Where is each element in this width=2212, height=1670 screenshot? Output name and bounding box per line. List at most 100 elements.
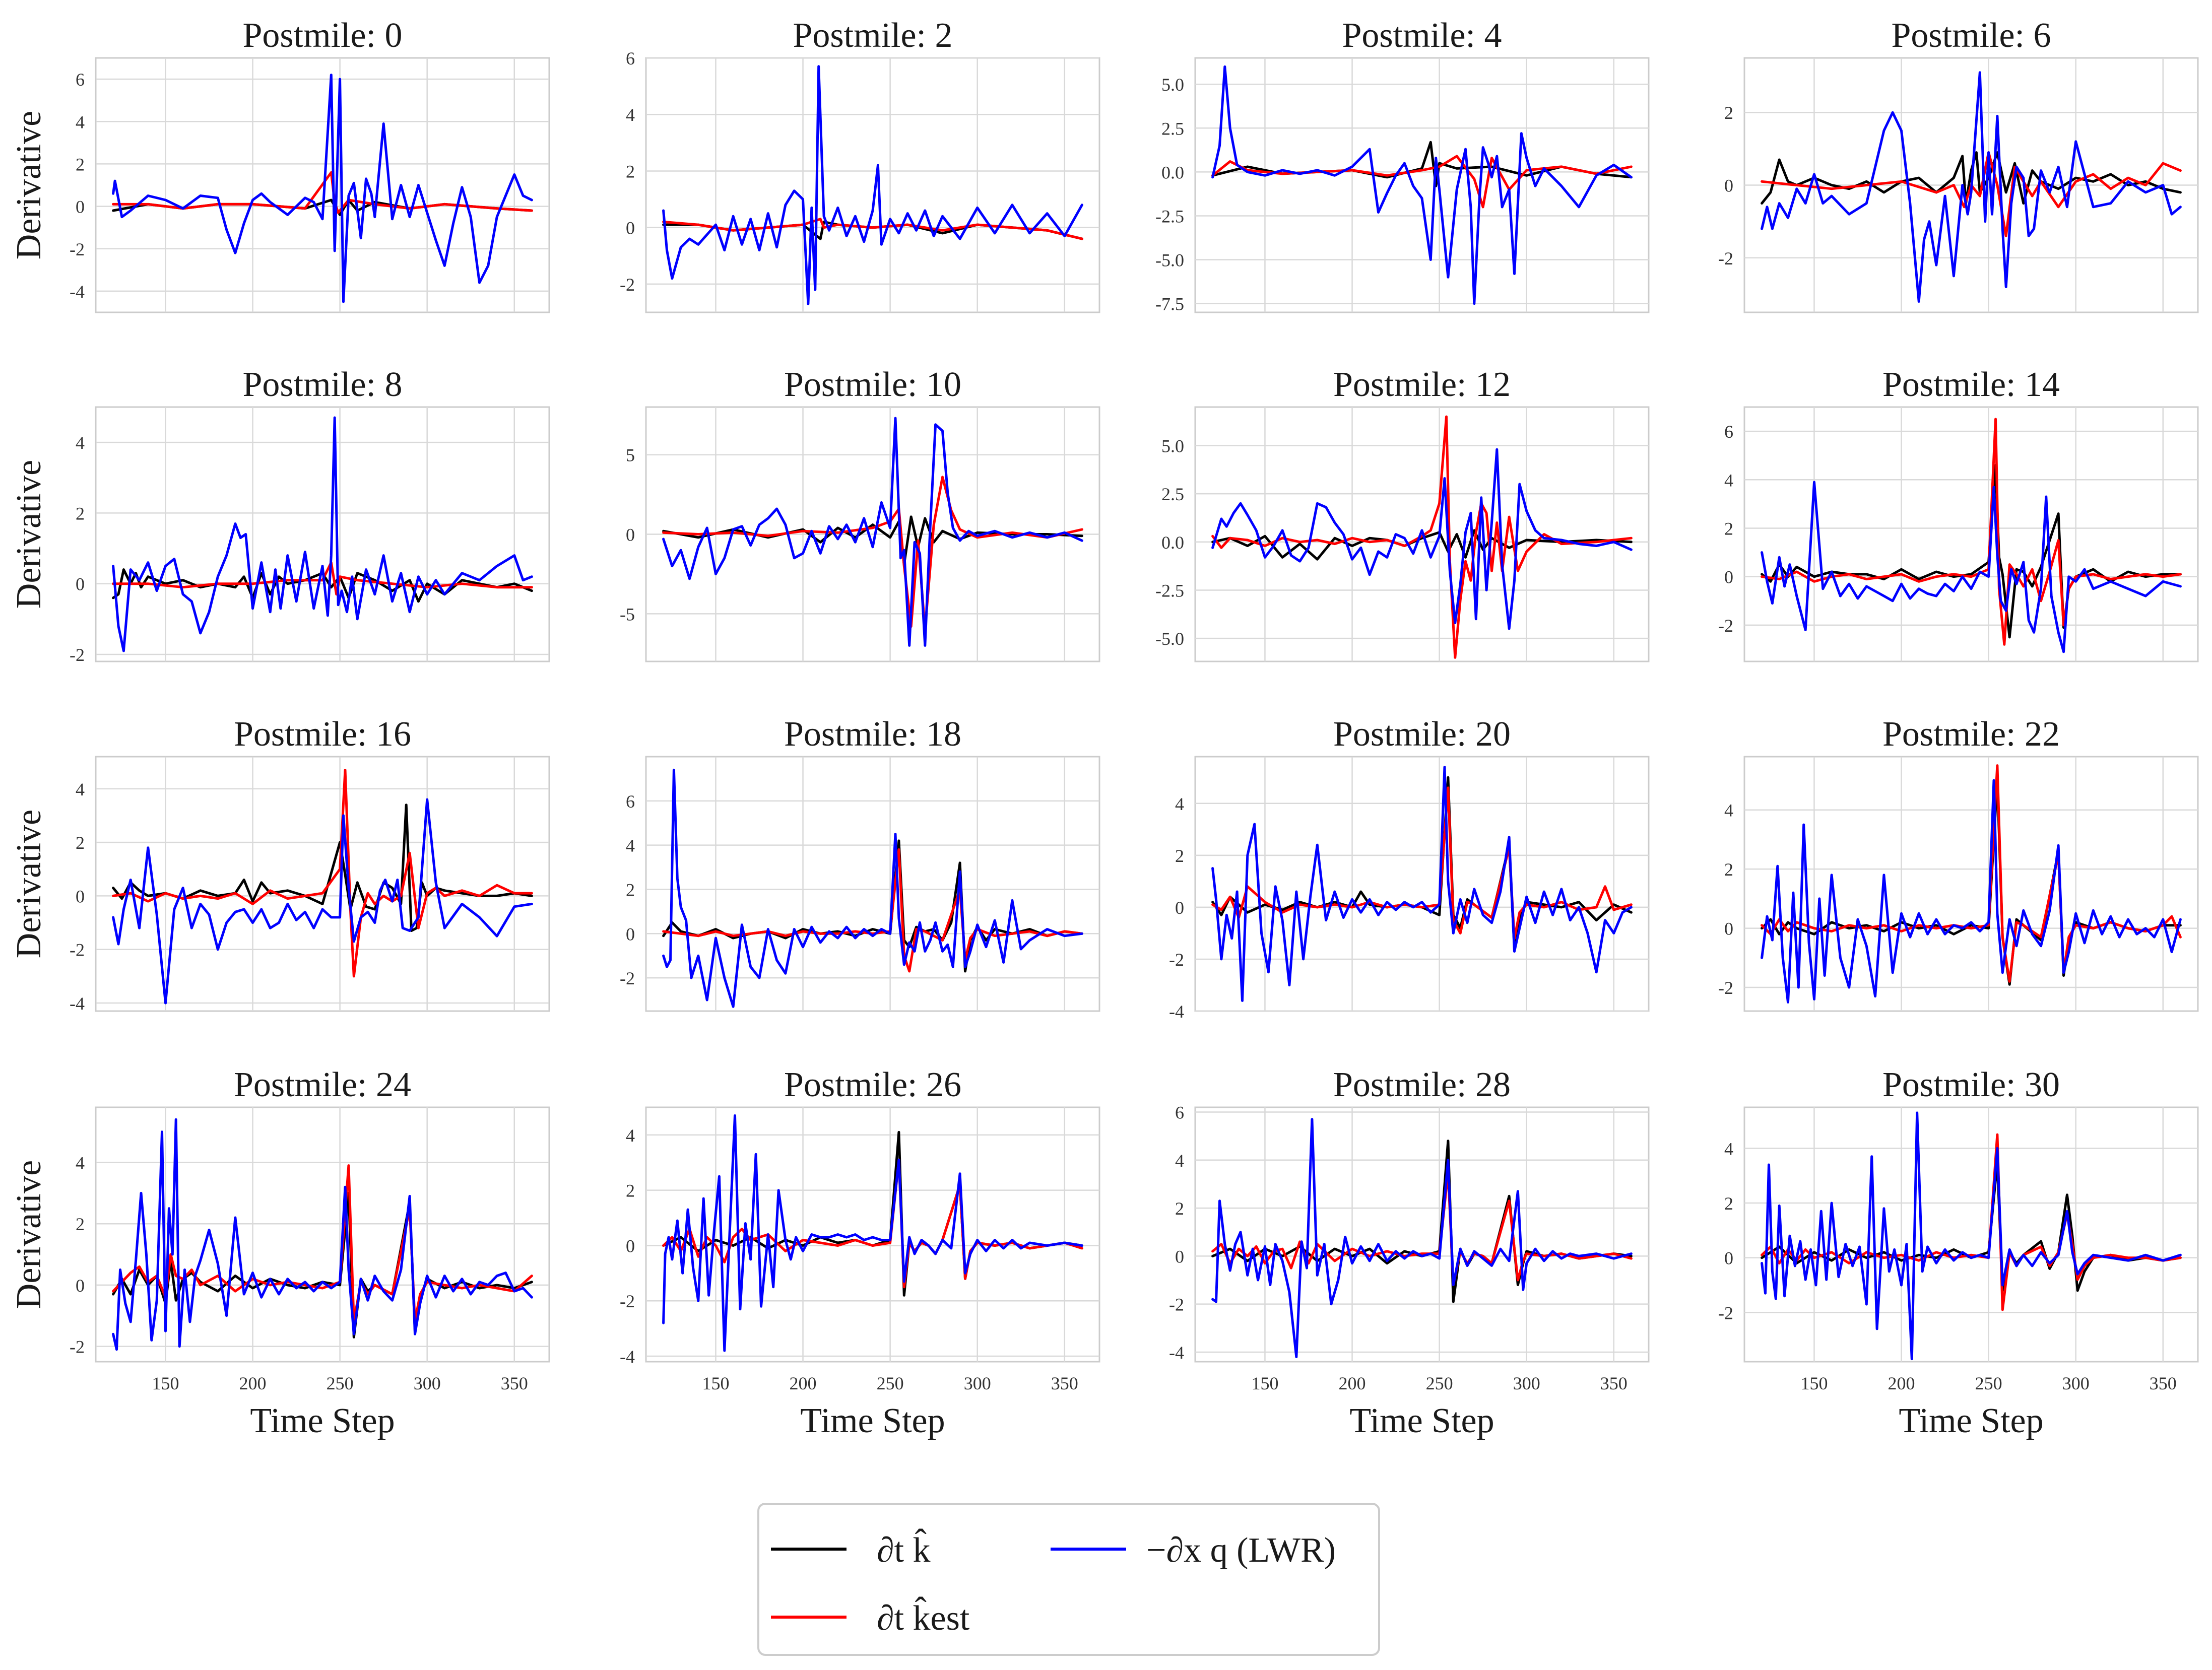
panel-grid: -4 -2 0 2 4 6 Derivative Postmile: 0 -2 0 2 4 6 Postm…: [10, 16, 2199, 1440]
y-tick-label: 6: [626, 48, 635, 69]
legend-label-red: ∂t k̂est: [877, 1597, 970, 1638]
y-tick-label: -2: [620, 1291, 635, 1311]
series-line-red: [1761, 764, 2182, 983]
y-axis-label: Derivative: [10, 1160, 48, 1309]
panel-title: Postmile: 6: [1892, 16, 2051, 55]
y-tick-label: 0: [1175, 1246, 1184, 1266]
y-tick-label: 4: [1175, 794, 1184, 814]
legend-label-black-text: ∂t k̂: [877, 1529, 931, 1570]
y-tick-label: 4: [626, 105, 635, 125]
x-tick-label: 350: [1600, 1373, 1628, 1393]
series-line-blue: [1211, 766, 1633, 1002]
series-line-red: [1761, 151, 2182, 237]
y-tick-label: 0.0: [1161, 162, 1184, 182]
x-tick-label: 250: [1975, 1373, 2002, 1393]
y-tick-label: 0: [1724, 919, 1733, 939]
y-tick-label: -2: [1169, 1295, 1184, 1315]
plot-area: [645, 57, 1100, 313]
y-tick-label: 0: [626, 218, 635, 238]
y-tick-label: -4: [70, 993, 85, 1014]
y-tick-label: 2: [76, 503, 85, 523]
y-axis-label: Derivative: [10, 460, 48, 609]
y-tick-label: 2.5: [1161, 118, 1184, 139]
y-tick-label: 0: [76, 197, 85, 217]
y-tick-label: 5: [626, 445, 635, 465]
series-line-blue: [112, 74, 533, 303]
y-tick-label: 6: [76, 70, 85, 90]
series-line-blue: [1761, 1111, 2182, 1361]
plot-area: [1194, 756, 1650, 1012]
y-tick-label: 4: [1175, 1151, 1184, 1171]
y-tick-label: -2: [70, 645, 85, 665]
panel-title: Postmile: 26: [784, 1065, 961, 1104]
panel-title: Postmile: 2: [793, 16, 953, 55]
y-tick-label: 4: [626, 836, 635, 856]
panel-title: Postmile: 18: [784, 715, 961, 754]
panel-title: Postmile: 24: [234, 1065, 411, 1104]
panel: -4 -2 0 2 4 6 Derivative Postmile: 0: [10, 16, 550, 313]
series-line-blue: [1211, 65, 1633, 305]
y-tick-label: -2: [1718, 616, 1733, 636]
legend-label-red-text: ∂t k̂est: [877, 1597, 970, 1638]
panel-title: Postmile: 14: [1882, 365, 2060, 404]
y-tick-label: 2: [626, 880, 635, 900]
y-tick-label: -2: [1718, 978, 1733, 998]
y-tick-label: 4: [1724, 800, 1733, 821]
y-tick-label: 6: [1175, 1103, 1184, 1123]
y-axis-label: Derivative: [10, 111, 48, 259]
y-tick-label: 0: [76, 574, 85, 594]
panel: -5 0 5 Postmile: 10: [620, 365, 1100, 662]
panel: -2 0 2 4 6 Postmile: 14: [1718, 365, 2199, 662]
panel-title: Postmile: 22: [1882, 715, 2060, 754]
x-tick-label: 150: [1251, 1373, 1278, 1393]
y-tick-label: 2: [1724, 1193, 1733, 1214]
y-tick-label: 0: [626, 525, 635, 545]
panel-title: Postmile: 16: [234, 715, 411, 754]
y-tick-label: 4: [76, 779, 85, 799]
panel: -2 0 2 4 6 Postmile: 18: [620, 715, 1100, 1012]
y-tick-label: 2: [1724, 859, 1733, 880]
x-axis-label: Time Step: [800, 1401, 945, 1440]
y-tick-label: 2: [76, 1214, 85, 1234]
x-tick-label: 200: [239, 1373, 267, 1393]
y-tick-label: 2: [76, 833, 85, 853]
y-tick-label: 2: [1175, 1198, 1184, 1219]
series-line-blue: [1761, 779, 2182, 1004]
panel: -2 0 2 4 Postmile: 22: [1718, 715, 2199, 1012]
y-tick-label: 4: [1724, 470, 1733, 490]
plot-area: [1743, 1106, 2199, 1363]
y-tick-label: -4: [620, 1347, 635, 1367]
x-tick-label: 350: [501, 1373, 528, 1393]
series-line-blue: [112, 416, 533, 652]
x-axis-label: Time Step: [250, 1401, 395, 1440]
series-line-blue: [662, 65, 1083, 305]
y-tick-label: 0: [76, 1276, 85, 1296]
x-axis-label: Time Step: [1899, 1401, 2043, 1440]
series-line-blue: [662, 768, 1083, 1008]
y-tick-label: 0: [626, 924, 635, 944]
y-tick-label: 2: [1724, 518, 1733, 539]
series-line-blue: [112, 1118, 533, 1351]
series-line-black: [1211, 529, 1633, 561]
panel: -4 -2 0 2 4 Derivative Postmile: 16: [10, 715, 550, 1014]
series-line-blue: [1211, 448, 1633, 630]
series-line-red: [1211, 1171, 1633, 1286]
panel: -2 0 2 4 6 Postmile: 2: [620, 16, 1100, 313]
y-tick-label: -2: [1169, 950, 1184, 970]
y-tick-label: -2.5: [1155, 206, 1184, 226]
y-tick-label: 0: [1724, 176, 1733, 196]
y-tick-label: 0: [1175, 898, 1184, 918]
y-tick-label: 2.5: [1161, 484, 1184, 504]
y-tick-label: 6: [626, 791, 635, 812]
y-tick-label: 2: [626, 1181, 635, 1201]
legend: ∂t k̂ ∂t k̂est −∂x q (LWR): [757, 1503, 1380, 1656]
x-tick-label: 350: [2150, 1373, 2177, 1393]
y-axis-label: Derivative: [10, 810, 48, 958]
y-tick-label: 0.0: [1161, 532, 1184, 553]
panel-title: Postmile: 0: [243, 16, 403, 55]
y-tick-label: 4: [76, 112, 85, 132]
y-tick-label: 5.0: [1161, 436, 1184, 456]
x-tick-label: 250: [877, 1373, 904, 1393]
y-tick-label: 0: [76, 886, 85, 906]
